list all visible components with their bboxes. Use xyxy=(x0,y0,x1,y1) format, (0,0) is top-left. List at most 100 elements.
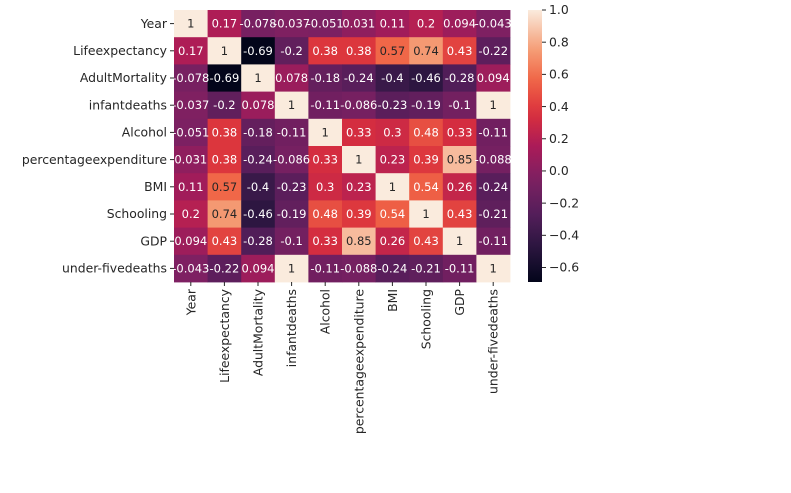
colorbar: 1.0 0.8 0.6 0.4 0.2 0.0 −0.2 −0.4 −0.6 xyxy=(528,2,579,282)
cell-label: 1 xyxy=(490,261,497,275)
y-tick-label: Year xyxy=(140,16,168,31)
heatmap-cell xyxy=(409,200,444,228)
cell-label: 0.48 xyxy=(413,125,439,139)
heatmap-cell xyxy=(174,118,208,147)
cell-label: 0.54 xyxy=(380,207,406,221)
cell-label: 0.17 xyxy=(212,17,238,31)
y-tick-label: BMI xyxy=(144,179,167,194)
cell-label: 0.74 xyxy=(212,207,238,221)
heatmap-cell xyxy=(342,10,376,38)
cell-label: -0.23 xyxy=(277,180,307,194)
heatmap-cell xyxy=(375,91,410,120)
cell-label: -0.051 xyxy=(307,17,344,31)
cell-label: 0.11 xyxy=(380,17,406,31)
heatmap-cell xyxy=(174,254,208,283)
heatmap-cell xyxy=(375,200,410,228)
colorbar-tick-label: 0.4 xyxy=(549,99,569,114)
heatmap-cell xyxy=(409,64,444,92)
y-tick-label: Lifeexpectancy xyxy=(73,43,167,58)
colorbar-gradient xyxy=(528,10,542,282)
cell-label: 1 xyxy=(322,125,329,139)
heatmap-cell xyxy=(342,254,376,283)
cell-label: -0.1 xyxy=(448,98,470,112)
y-tick-label: GDP xyxy=(140,233,167,248)
cell-label: -0.051 xyxy=(172,125,209,139)
cell-label: 1 xyxy=(389,180,396,194)
heatmap-cell xyxy=(174,10,208,38)
heatmap-cell xyxy=(375,37,410,65)
cell-label: -0.11 xyxy=(478,234,508,248)
heatmap-cells xyxy=(174,10,511,283)
cell-label: -0.69 xyxy=(243,44,273,58)
heatmap-cell xyxy=(308,173,343,201)
heatmap-cell xyxy=(174,37,208,65)
cell-label: -0.18 xyxy=(243,125,273,139)
cell-label: 1 xyxy=(288,261,295,275)
heatmap-cell xyxy=(308,146,343,174)
x-tick-label: Year xyxy=(183,288,198,316)
x-tick-label: infantdeaths xyxy=(284,289,299,367)
cell-label: 0.43 xyxy=(413,234,439,248)
cell-label: 0.33 xyxy=(447,125,473,139)
colorbar-tick-label: 1.0 xyxy=(549,2,569,17)
cell-label: -0.46 xyxy=(243,207,273,221)
heatmap-cell xyxy=(274,254,309,283)
heatmap-cell xyxy=(342,227,376,256)
cell-label: 0.078 xyxy=(275,71,308,85)
cell-label: -0.086 xyxy=(340,98,377,112)
heatmap-cell xyxy=(174,173,208,201)
cell-label: -0.4 xyxy=(247,180,269,194)
heatmap-cell xyxy=(241,91,276,120)
heatmap-cell xyxy=(207,227,242,256)
heatmap-cell xyxy=(342,173,376,201)
heatmap-cell xyxy=(308,37,343,65)
cell-label: -0.1 xyxy=(280,234,302,248)
cell-label: -0.46 xyxy=(411,71,441,85)
cell-label: 0.2 xyxy=(417,17,435,31)
cell-label: 0.031 xyxy=(174,153,207,167)
cell-label: 0.38 xyxy=(212,153,238,167)
heatmap-cell xyxy=(174,227,208,256)
heatmap-cell xyxy=(241,146,276,174)
heatmap-cell xyxy=(274,173,309,201)
heatmap-cell xyxy=(342,64,376,92)
heatmap-cell xyxy=(207,200,242,228)
cell-label: 0.11 xyxy=(178,180,204,194)
cell-label: -0.28 xyxy=(445,71,475,85)
heatmap-cell xyxy=(442,173,477,201)
colorbar-tick-label: 0.6 xyxy=(549,67,569,82)
cell-label: 0.74 xyxy=(413,44,439,58)
heatmap-cell xyxy=(207,118,242,147)
heatmap-cell xyxy=(375,64,410,92)
heatmap-cell xyxy=(442,200,477,228)
cell-label: -0.4 xyxy=(381,71,403,85)
heatmap-cell xyxy=(308,10,343,38)
heatmap-cell xyxy=(274,37,309,65)
cell-label: 0.38 xyxy=(346,44,372,58)
cell-label: -0.078 xyxy=(239,17,276,31)
heatmap-cell xyxy=(174,146,208,174)
cell-label: 0.078 xyxy=(242,98,275,112)
heatmap-cell xyxy=(308,118,343,147)
heatmap-cell xyxy=(308,64,343,92)
colorbar-tick-label: −0.6 xyxy=(549,260,579,275)
cell-label: 0.57 xyxy=(212,180,238,194)
heatmap-cell xyxy=(241,173,276,201)
cell-label: 0.43 xyxy=(447,44,473,58)
cell-label: 1 xyxy=(187,17,194,31)
heatmap-cell xyxy=(409,146,444,174)
heatmap-cell xyxy=(174,64,208,92)
heatmap-cell xyxy=(476,200,511,228)
cell-label: 0.38 xyxy=(312,44,338,58)
cell-label: 0.094 xyxy=(174,234,207,248)
cell-label: 1 xyxy=(288,98,295,112)
heatmap-cell xyxy=(476,10,511,38)
cell-label: 1 xyxy=(221,44,228,58)
heatmap-cell xyxy=(476,254,511,283)
heatmap-cell xyxy=(442,64,477,92)
colorbar-tick-label: 0.0 xyxy=(549,163,569,178)
heatmap-cell xyxy=(442,91,477,120)
heatmap-cell xyxy=(241,118,276,147)
